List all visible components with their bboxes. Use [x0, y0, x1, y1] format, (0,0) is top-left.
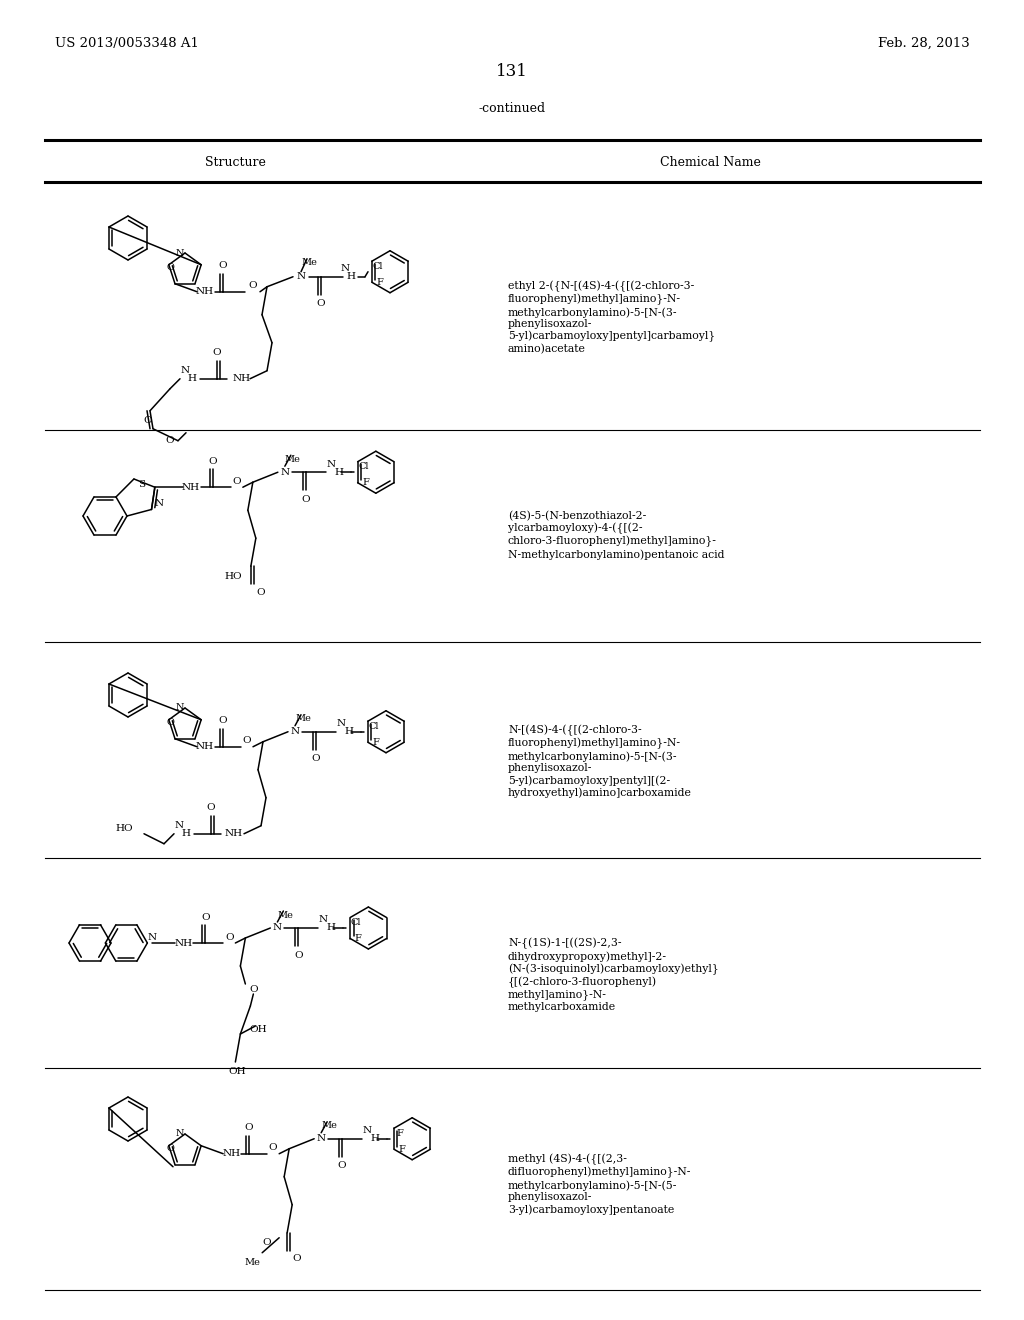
Text: N: N — [176, 1130, 184, 1138]
Text: H: H — [187, 375, 197, 383]
Text: N: N — [340, 264, 349, 273]
Text: NH: NH — [225, 829, 243, 838]
Text: ethyl 2-({N-[(4S)-4-({[(2-chloro-3-
fluorophenyl)methyl]amino}-N-
methylcarbonyl: ethyl 2-({N-[(4S)-4-({[(2-chloro-3- fluo… — [508, 281, 715, 354]
Text: HO: HO — [115, 824, 133, 833]
Text: F: F — [362, 478, 369, 487]
Text: F: F — [398, 1144, 406, 1154]
Text: N: N — [337, 719, 345, 729]
Text: H: H — [346, 272, 355, 281]
Text: Chemical Name: Chemical Name — [659, 157, 761, 169]
Text: N: N — [155, 499, 164, 508]
Text: O: O — [338, 1162, 346, 1171]
Text: NH: NH — [196, 742, 214, 751]
Text: N-[(4S)-4-({[(2-chloro-3-
fluorophenyl)methyl]amino}-N-
methylcarbonylamino)-5-[: N-[(4S)-4-({[(2-chloro-3- fluorophenyl)m… — [508, 725, 692, 797]
Text: O: O — [293, 1254, 301, 1263]
Text: Cl: Cl — [351, 917, 361, 927]
Text: O: O — [311, 754, 321, 763]
Text: O: O — [167, 263, 175, 272]
Text: O: O — [249, 985, 258, 994]
Text: O: O — [143, 416, 153, 425]
Text: OH: OH — [228, 1068, 246, 1077]
Text: H: H — [181, 829, 190, 838]
Text: Me: Me — [295, 714, 311, 723]
Text: N: N — [176, 704, 184, 713]
Text: Cl: Cl — [373, 261, 383, 271]
Text: O: O — [167, 1144, 175, 1154]
Text: US 2013/0053348 A1: US 2013/0053348 A1 — [55, 37, 199, 49]
Text: N: N — [291, 727, 300, 737]
Text: Me: Me — [322, 1121, 337, 1130]
Text: O: O — [225, 932, 233, 941]
Text: H: H — [371, 1134, 380, 1143]
Text: OH: OH — [250, 1024, 267, 1034]
Text: N: N — [362, 1126, 372, 1135]
Text: F: F — [377, 277, 383, 286]
Text: N: N — [174, 821, 183, 830]
Text: F: F — [373, 738, 379, 747]
Text: N: N — [316, 1134, 326, 1143]
Text: O: O — [201, 912, 210, 921]
Text: H: H — [344, 727, 353, 737]
Text: Me: Me — [301, 259, 317, 267]
Text: HO: HO — [224, 572, 242, 581]
Text: F: F — [396, 1129, 403, 1138]
Text: Cl: Cl — [369, 722, 379, 731]
Text: Feb. 28, 2013: Feb. 28, 2013 — [879, 37, 970, 49]
Text: O: O — [207, 804, 215, 812]
Text: O: O — [294, 950, 303, 960]
Text: O: O — [167, 718, 175, 727]
Text: N: N — [272, 924, 282, 932]
Text: NH: NH — [174, 939, 193, 948]
Text: -continued: -continued — [478, 102, 546, 115]
Text: O: O — [316, 300, 326, 309]
Text: Me: Me — [285, 454, 301, 463]
Text: O: O — [219, 717, 227, 725]
Text: N: N — [176, 248, 184, 257]
Text: S: S — [138, 480, 145, 490]
Text: O: O — [301, 495, 310, 504]
Text: O: O — [269, 1143, 278, 1152]
Text: N: N — [327, 459, 336, 469]
Text: (4S)-5-(N-benzothiazol-2-
ylcarbamoyloxy)-4-({[(2-
chloro-3-fluorophenyl)methyl]: (4S)-5-(N-benzothiazol-2- ylcarbamoyloxy… — [508, 511, 725, 560]
Text: O: O — [263, 1238, 271, 1247]
Text: N: N — [296, 272, 305, 281]
Text: 131: 131 — [496, 63, 528, 81]
Text: H: H — [327, 924, 336, 932]
Text: F: F — [354, 935, 361, 942]
Text: N: N — [281, 467, 290, 477]
Text: Me: Me — [245, 1258, 260, 1267]
Text: N-{(1S)-1-[((2S)-2,3-
dihydroxypropoxy)methyl]-2-
(N-(3-isoquinolyl)carbamoyloxy: N-{(1S)-1-[((2S)-2,3- dihydroxypropoxy)m… — [508, 939, 719, 1011]
Text: methyl (4S)-4-({[(2,3-
difluorophenyl)methyl]amino}-N-
methylcarbonylamino)-5-[N: methyl (4S)-4-({[(2,3- difluorophenyl)me… — [508, 1154, 691, 1214]
Text: O: O — [209, 457, 217, 466]
Text: O: O — [245, 1123, 254, 1133]
Text: Cl: Cl — [358, 462, 369, 471]
Text: Structure: Structure — [205, 157, 265, 169]
Text: NH: NH — [196, 288, 214, 296]
Text: O: O — [257, 587, 265, 597]
Text: N: N — [147, 933, 157, 942]
Text: O: O — [249, 281, 257, 290]
Text: NH: NH — [182, 483, 200, 492]
Text: O: O — [166, 436, 174, 445]
Text: Me: Me — [278, 911, 293, 920]
Text: O: O — [243, 737, 251, 746]
Text: O: O — [219, 261, 227, 271]
Text: N: N — [318, 916, 328, 924]
Text: O: O — [232, 477, 242, 486]
Text: NH: NH — [232, 375, 251, 383]
Text: O: O — [213, 348, 221, 358]
Text: H: H — [335, 467, 343, 477]
Text: N: N — [180, 366, 189, 375]
Text: NH: NH — [222, 1150, 241, 1158]
